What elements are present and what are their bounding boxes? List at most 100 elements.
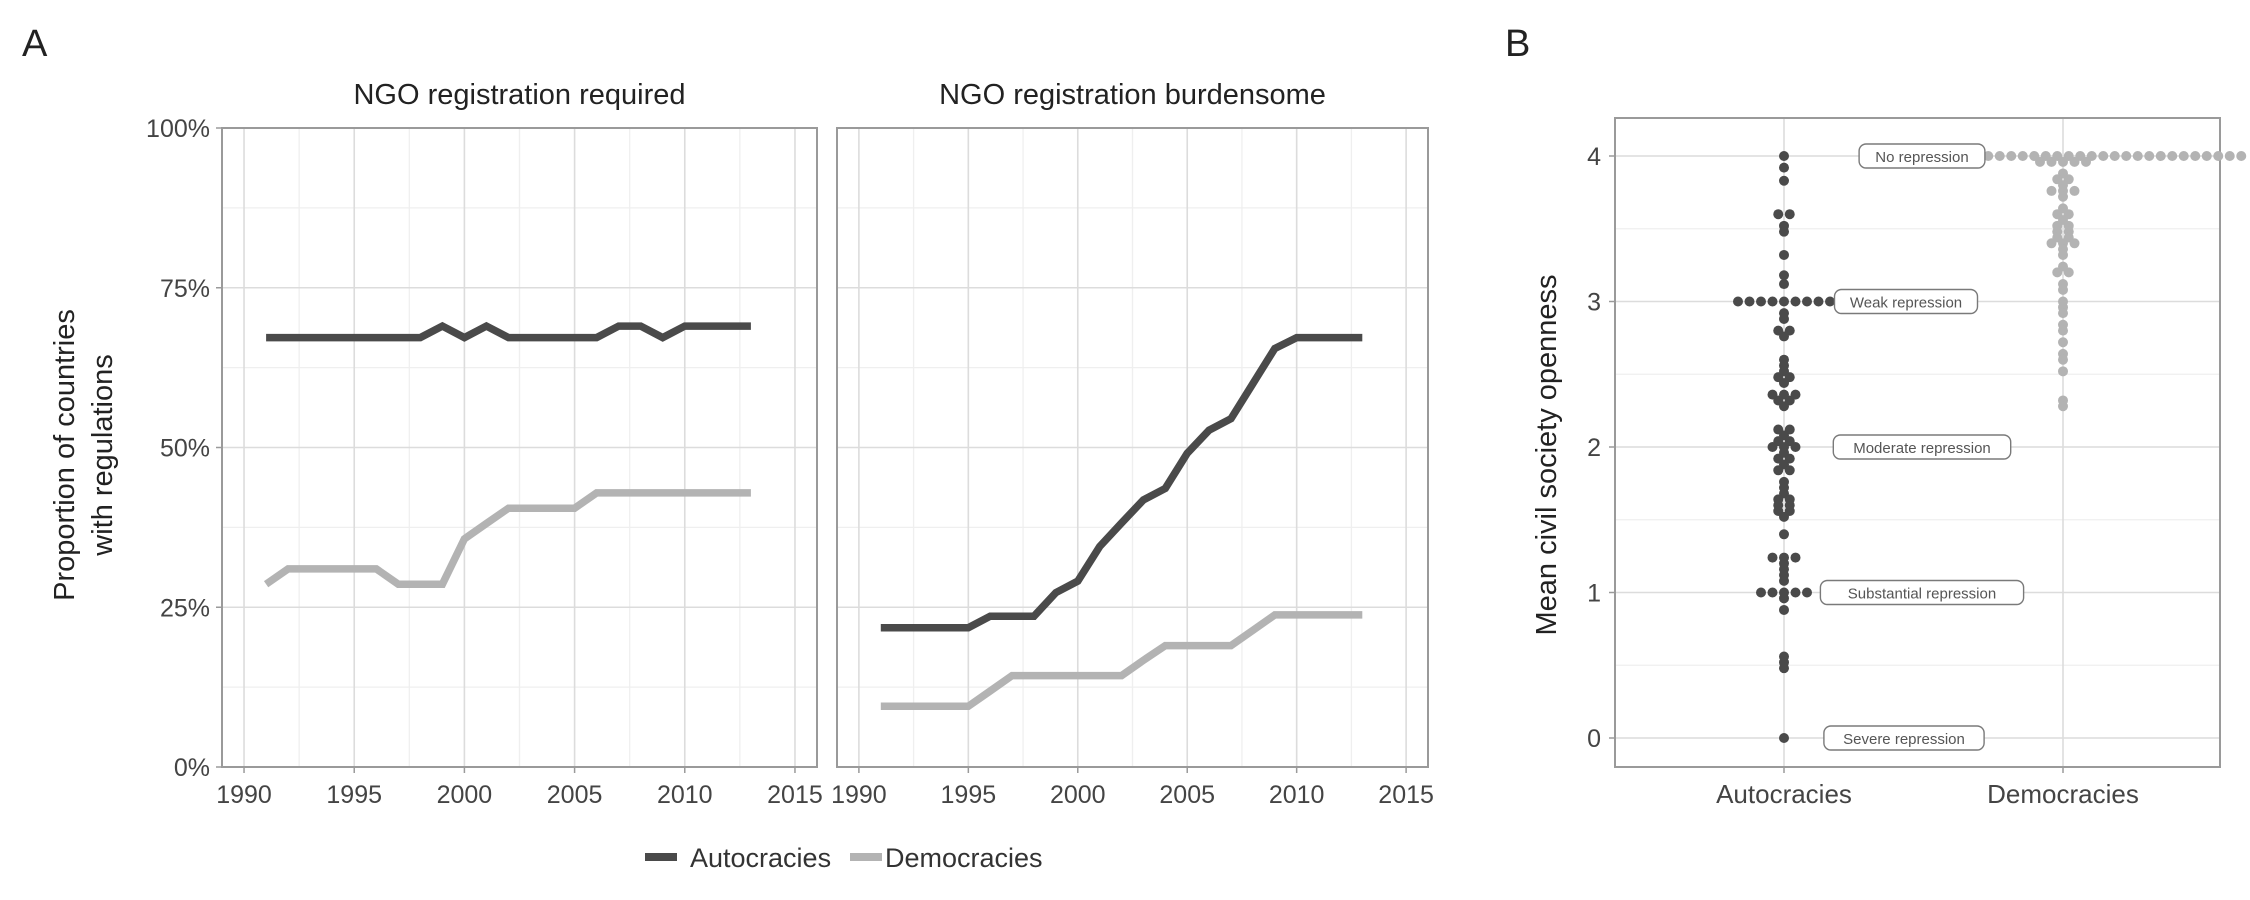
point-democracies	[2058, 354, 2068, 365]
point-democracies	[2058, 401, 2068, 412]
point-autocracies	[1784, 465, 1795, 476]
point-autocracies	[1767, 442, 1778, 452]
y-tick-label: 1	[1587, 580, 1601, 608]
annotation-text: Weak repression	[1850, 295, 1962, 312]
point-democracies	[2046, 238, 2057, 249]
series-line-democracies	[263, 489, 751, 588]
point-autocracies	[1790, 552, 1801, 563]
panel-border	[1614, 117, 2221, 768]
point-democracies	[2213, 151, 2224, 161]
x-tick-label: 1990	[831, 781, 887, 809]
point-autocracies	[1779, 331, 1789, 342]
series-line-democracies	[880, 611, 1363, 711]
point-autocracies	[1756, 296, 1766, 307]
point-autocracies	[1802, 587, 1812, 598]
x-tick-label: 2010	[1269, 781, 1325, 809]
point-democracies	[2046, 156, 2057, 167]
point-autocracies	[1779, 226, 1789, 237]
annotation-label: Weak repression	[1833, 288, 1979, 315]
y-tick-label: 25%	[160, 594, 210, 622]
point-autocracies	[1744, 296, 1755, 307]
x-tick-label: Democracies	[1987, 779, 2139, 809]
point-democracies	[2155, 151, 2166, 161]
x-tick-label: 1995	[941, 781, 997, 809]
x-tick-label: 2010	[657, 781, 713, 809]
facet-title: NGO registration required	[353, 79, 685, 111]
point-autocracies	[1767, 552, 1778, 563]
x-tick-label: 2000	[1050, 781, 1106, 809]
point-democracies	[2109, 151, 2120, 161]
point-autocracies	[1773, 209, 1784, 220]
annotation-box	[1858, 143, 1986, 169]
point-democracies	[2035, 156, 2045, 167]
point-democracies	[2190, 151, 2201, 161]
point-democracies	[2058, 284, 2068, 295]
point-democracies	[2167, 151, 2178, 161]
x-tick-label: 2005	[547, 781, 603, 809]
point-autocracies	[1779, 313, 1789, 324]
annotation-text: Severe repression	[1843, 731, 1965, 748]
point-autocracies	[1779, 279, 1789, 290]
panel-a-right-facet: NGO registration burdensome 1990 1995 2000 2…	[831, 79, 1434, 809]
legend-label-autocracies: Autocracies	[690, 843, 831, 873]
point-autocracies	[1779, 401, 1789, 412]
point-autocracies	[1767, 296, 1778, 307]
point-democracies	[2046, 185, 2057, 196]
point-autocracies	[1825, 296, 1835, 307]
y-tick-label: 100%	[146, 115, 210, 143]
point-democracies	[2224, 151, 2235, 161]
annotation-box	[1823, 725, 1985, 751]
series-line-autocracies	[266, 321, 751, 342]
point-democracies	[1994, 151, 2005, 161]
point-autocracies	[1779, 249, 1789, 260]
point-democracies	[2144, 151, 2155, 161]
annotation-label: Moderate repression	[1832, 434, 2012, 460]
annotation-box	[1819, 579, 2025, 606]
point-democracies	[2052, 267, 2063, 278]
point-autocracies	[1790, 442, 1801, 452]
point-democracies	[2058, 308, 2068, 319]
y-tick-label: 75%	[160, 275, 210, 303]
panel-a-y-axis-title: Proportion of countries with regulations	[49, 309, 119, 601]
panel-b-label: B	[1505, 23, 1530, 65]
y-tick-label: 4	[1587, 143, 1601, 171]
y-tick-label: 0%	[174, 754, 210, 782]
x-tick-label: 1990	[216, 781, 272, 809]
point-autocracies	[1779, 377, 1789, 388]
annotation-label: Severe repression	[1823, 725, 1985, 751]
point-autocracies	[1784, 209, 1795, 220]
panel-b-ylabel: Mean civil society openness	[1531, 274, 1563, 635]
y-tick-label: 3	[1587, 289, 1601, 317]
point-autocracies	[1779, 162, 1789, 173]
point-democracies	[2058, 249, 2068, 260]
point-autocracies	[1779, 270, 1789, 281]
point-autocracies	[1813, 296, 1824, 307]
point-democracies	[2063, 267, 2074, 278]
point-autocracies	[1779, 529, 1789, 540]
annotation-text: Substantial repression	[1848, 586, 1996, 603]
point-democracies	[2081, 156, 2091, 167]
facet-border	[836, 127, 1429, 768]
y-tick-label: 0	[1587, 725, 1601, 753]
point-democracies	[2069, 185, 2080, 196]
point-democracies	[1983, 151, 1994, 161]
point-democracies	[2236, 151, 2247, 161]
point-autocracies	[1767, 587, 1778, 598]
x-tick-label: 1995	[326, 781, 382, 809]
annotation-text: No repression	[1875, 149, 1968, 166]
point-autocracies	[1779, 575, 1789, 586]
point-democracies	[2069, 156, 2080, 167]
point-democracies	[2132, 151, 2143, 161]
point-autocracies	[1802, 296, 1812, 307]
x-tick-label: 2005	[1159, 781, 1215, 809]
panel-a-ylabel-line2: with regulations	[87, 354, 119, 557]
point-democracies	[2058, 156, 2068, 167]
panel-a-left-facet: NGO registration required 1990 1995 2000 200…	[146, 79, 823, 809]
x-tick-label: 2000	[437, 781, 493, 809]
annotation-box	[1832, 434, 2012, 460]
panel-a-legend: Autocracies Democracies	[645, 843, 1043, 873]
panel-a-label: A	[22, 23, 48, 65]
y-tick-label: 2	[1587, 434, 1601, 462]
point-autocracies	[1733, 296, 1743, 307]
